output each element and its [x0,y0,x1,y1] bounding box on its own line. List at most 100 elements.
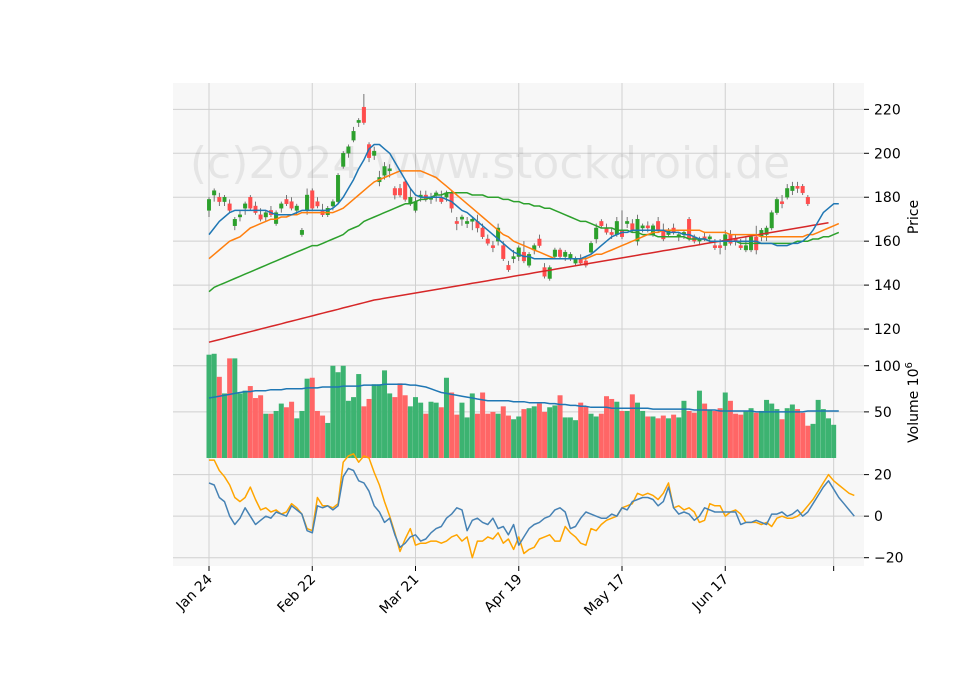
volume-bar-down [227,358,233,458]
volume-bar-up [588,413,594,458]
volume-bar-up [294,418,300,458]
volume-bar-down [655,418,661,458]
volume-bar-up [469,393,475,458]
volume-bar-up [443,377,449,458]
candle-down [712,245,717,248]
candle-up [594,227,599,240]
volume-bar-up [593,416,599,458]
candle-up [459,216,464,220]
volume-bar-down [402,395,408,458]
volume-bar-down [505,415,511,458]
volume-bar-up [640,410,646,458]
volume-bar-up [433,402,439,458]
volume-bar-down [485,413,491,458]
volume-bar-up [495,413,501,458]
volume-bar-up [624,410,630,458]
candle-up [212,190,217,196]
volume-y-tick-label: 100 [874,359,901,375]
volume-bar-up [371,384,377,458]
volume-bar-up [676,417,682,458]
volume-bar-down [289,401,295,458]
volume-bar-up [273,410,279,458]
candle-up [516,247,521,257]
candle-up [346,146,351,154]
candle-up [232,218,237,226]
volume-bar-down [583,406,589,458]
volume-bar-up [304,378,310,458]
candle-down [718,245,723,248]
volume-bar-up [614,401,620,458]
volume-bar-up [413,397,418,458]
candle-down [485,238,490,244]
volume-bar-up [748,408,754,458]
moving-average-long [208,221,829,343]
volume-bar-down [521,409,527,458]
volume-bar-down [686,410,692,458]
volume-bar-up [764,399,770,458]
candle-up [330,201,335,207]
candle-up [511,256,516,259]
candle-down [537,238,542,246]
volume-bar-up [573,420,579,458]
watermark-text: (c)2024 www.stockdroid.de [190,138,790,189]
moving-average-fast [208,143,839,260]
volume-bar-up [376,384,382,458]
candle-down [599,221,604,226]
volume-bar-down [712,410,718,458]
candle-up [325,208,330,216]
candle-down [398,188,403,196]
volume-bar-down [392,397,398,458]
volume-bar-down [733,413,739,458]
volume-bar-up [232,358,238,458]
volume-bar-up [464,417,470,458]
candle-up [279,203,284,209]
candle-down [780,201,785,205]
volume-bar-down [629,394,635,458]
volume-bar-down [309,377,315,458]
volume-bar-up [758,410,764,458]
candle-up [743,245,748,251]
candle-up [563,251,568,257]
volume-bar-down [480,392,486,458]
volume-bar-down [702,403,708,458]
volume-bar-down [795,409,801,458]
volume-axis-title: Volume 106 [904,362,922,443]
volume-bar-up [826,418,831,458]
candle-down [310,190,315,209]
volume-bar-up [242,390,248,458]
candle-up [382,166,387,176]
volume-bar-up [650,416,656,458]
oscillator-y-tick-label: 0 [874,509,883,525]
volume-bar-up [237,393,243,458]
candle-down [805,197,810,205]
volume-bar-up [221,393,227,458]
candle-up [547,267,552,279]
volume-bar-down [438,407,444,458]
volume-bar-down [557,395,563,458]
price-y-tick-label: 220 [874,102,901,118]
moving-average-mid [208,170,840,260]
candle-down [361,106,366,123]
volume-bar-down [578,402,584,458]
candle-down [490,245,495,248]
candle-up [785,188,790,198]
volume-bar-up [784,408,790,458]
volume-bar-up [387,393,393,458]
price-axis-title: Price [906,200,922,234]
volume-bar-down [536,403,542,458]
volume-bar-up [810,423,816,458]
volume-bar-up [769,403,775,458]
volume-bar-up [278,403,284,458]
volume-bar-down [609,398,615,458]
volume-moving-average [208,383,839,413]
candle-up [237,214,242,218]
candle-up [372,150,377,156]
candle-up [774,199,779,213]
candle-down [687,218,692,240]
candle-up [336,175,341,202]
volume-bar-down [717,408,723,458]
candle-down [248,197,253,209]
volume-bar-down [604,396,610,458]
candle-up [465,221,470,224]
